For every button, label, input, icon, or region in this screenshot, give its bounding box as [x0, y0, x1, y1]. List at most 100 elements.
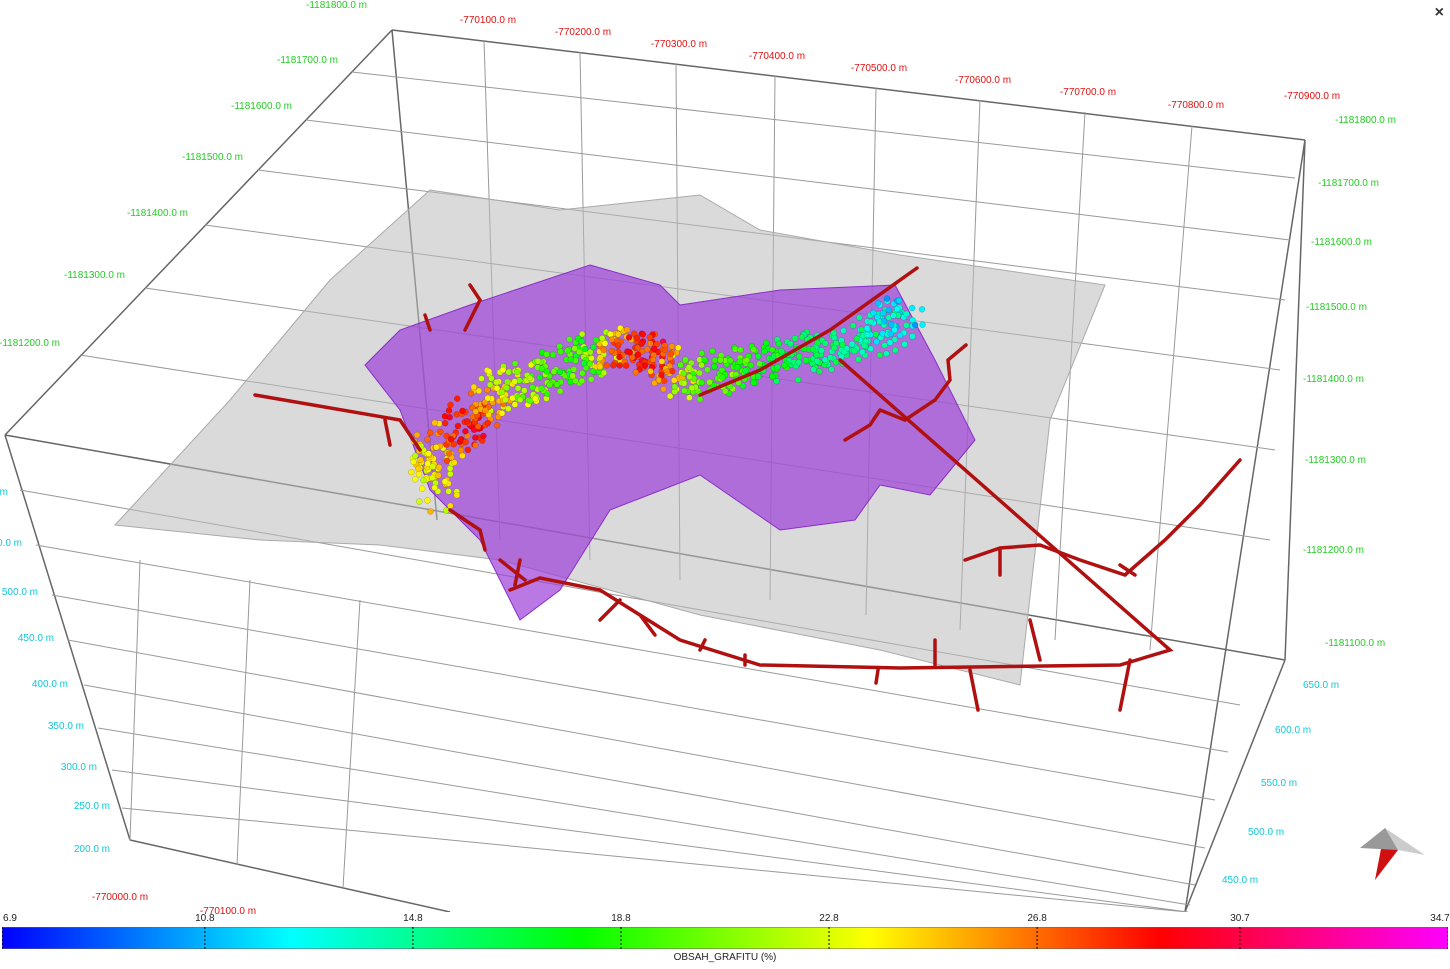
grade-point: [706, 378, 713, 386]
grade-point: [493, 422, 501, 429]
z-label: 450.0 m: [17, 633, 54, 644]
grade-point: [810, 366, 817, 373]
grade-point: [747, 361, 755, 369]
grade-point: [472, 441, 479, 449]
grade-point: [588, 354, 595, 362]
grade-point: [873, 338, 880, 346]
grade-point: [521, 387, 528, 394]
grade-point: [527, 361, 535, 369]
grade-point: [647, 340, 654, 347]
grade-point: [581, 345, 589, 353]
grade-point: [502, 396, 509, 404]
grade-point: [911, 321, 919, 329]
grade-point: [794, 376, 802, 384]
z-label: 600.0 m: [0, 538, 22, 549]
grade-point: [462, 438, 469, 446]
grade-point: [587, 376, 595, 383]
grade-point: [860, 342, 868, 349]
grade-point: [661, 346, 669, 354]
grade-point: [626, 349, 634, 356]
grade-point: [485, 368, 493, 375]
grade-point: [493, 378, 500, 386]
grade-point: [658, 358, 666, 365]
grade-point: [795, 359, 802, 366]
grade-point: [575, 348, 583, 356]
grade-point: [442, 507, 450, 514]
grade-point: [830, 329, 838, 337]
grade-point: [909, 333, 916, 340]
grade-point: [463, 418, 471, 425]
grade-point: [458, 435, 465, 443]
grade-point: [516, 396, 524, 403]
grade-point: [435, 463, 443, 471]
grade-point: [802, 357, 810, 364]
grade-point: [750, 346, 757, 353]
grade-point: [556, 343, 563, 350]
grade-point: [569, 372, 576, 380]
grade-point: [464, 446, 472, 454]
grade-point: [733, 364, 741, 371]
orientation-icon: [1360, 828, 1425, 880]
grade-point: [447, 470, 454, 478]
x-label: -770000.0 m: [91, 892, 149, 903]
grade-point: [675, 344, 682, 352]
y-label: -1181400.0 m: [1303, 374, 1364, 385]
grade-point: [598, 335, 606, 342]
grade-point: [660, 377, 668, 385]
colorbar-tick-label: 10.8: [195, 913, 215, 924]
grade-point: [441, 419, 449, 427]
grade-point: [592, 336, 600, 344]
grade-point: [736, 358, 744, 365]
grade-point: [840, 348, 848, 356]
grade-point: [485, 411, 492, 418]
y-label: -1181300.0 m: [1305, 455, 1366, 466]
grade-point: [650, 345, 658, 353]
grade-point: [478, 375, 485, 382]
grade-point: [685, 364, 693, 371]
grade-point: [550, 368, 558, 375]
grade-point: [813, 358, 821, 365]
grade-point: [509, 394, 516, 402]
grade-point: [781, 362, 788, 369]
grade-point: [435, 472, 442, 479]
grade-point: [821, 356, 829, 364]
y-label: -1181800.0 m: [1335, 115, 1396, 126]
grade-point: [670, 377, 678, 384]
grade-point: [696, 395, 704, 403]
grade-point: [677, 361, 684, 369]
grade-point: [616, 362, 623, 369]
grade-point: [486, 381, 494, 389]
grade-point: [717, 356, 724, 364]
grade-point: [445, 450, 453, 457]
grade-point: [851, 347, 858, 355]
grade-point: [474, 423, 482, 430]
y-label: -1181500.0 m: [1306, 302, 1367, 313]
grade-point: [643, 346, 651, 353]
grade-point: [578, 338, 585, 345]
grade-point: [698, 361, 705, 369]
grade-point: [447, 436, 455, 443]
x-label: -770900.0 m: [1283, 91, 1341, 102]
grade-point: [791, 335, 799, 342]
grade-point: [614, 342, 622, 349]
grade-point: [696, 369, 703, 377]
grade-point: [511, 401, 519, 408]
grade-point: [417, 456, 424, 463]
grade-point: [641, 362, 649, 369]
grade-point: [688, 384, 696, 392]
grade-point: [570, 366, 578, 373]
close-button[interactable]: ×: [1434, 4, 1444, 21]
x-label: -770300.0 m: [650, 39, 708, 50]
grade-point: [787, 340, 794, 348]
grade-point: [459, 407, 466, 415]
grade-point: [511, 378, 518, 385]
grade-point: [454, 422, 462, 430]
grade-point: [848, 340, 856, 348]
grade-point: [514, 384, 522, 392]
grade-point: [809, 345, 817, 353]
grade-point: [634, 344, 642, 352]
grade-point: [849, 322, 857, 329]
grade-point: [484, 394, 492, 402]
grade-point: [433, 443, 440, 451]
